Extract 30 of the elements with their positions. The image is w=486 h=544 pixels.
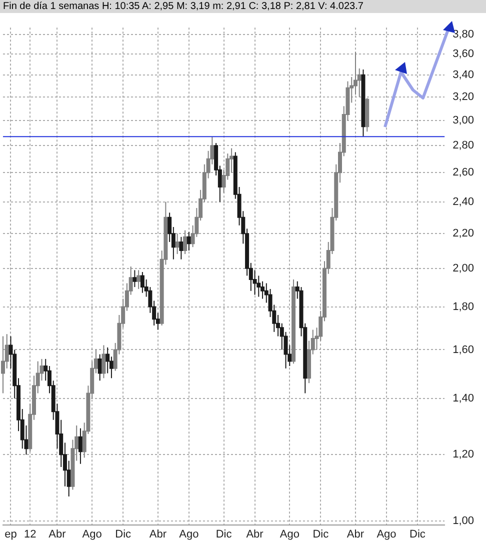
x-tick-label: Dic xyxy=(216,528,232,540)
x-tick-label: 12 xyxy=(24,528,36,540)
y-tick-label: 3,20 xyxy=(452,90,474,103)
x-tick-label: Ago xyxy=(280,528,300,540)
x-tick-label: Ago xyxy=(376,528,396,540)
y-tick-label: 3,00 xyxy=(452,114,474,126)
y-tick-label: 3,40 xyxy=(452,68,474,81)
x-tick-label: Abr xyxy=(346,528,364,540)
y-tick-label: 1,40 xyxy=(452,392,474,404)
x-tick-label: Abr xyxy=(48,528,66,540)
y-tick-label: 3,80 xyxy=(452,28,474,40)
x-tick-label: Abr xyxy=(246,528,264,540)
y-tick-label: 2,20 xyxy=(452,228,474,240)
y-tick-label: 1,80 xyxy=(452,300,474,313)
chart-title: Fin de día 1 semanas H: 10:35 A: 2,95 M: 3,19 m: 2,91 C: 3,18 P: 2,81 V: 4.023.7 xyxy=(0,0,486,13)
x-tick-label: Dic xyxy=(115,528,132,540)
y-tick-label: 1,20 xyxy=(452,448,474,461)
y-tick-label: 1,60 xyxy=(452,344,474,356)
y-tick-label: 2,80 xyxy=(452,140,474,152)
x-tick-label: Dic xyxy=(410,528,426,540)
x-tick-label: ep xyxy=(4,528,17,540)
y-tick-label: 1,00 xyxy=(452,515,474,528)
x-tick-label: Dic xyxy=(312,528,330,540)
x-tick-label: Ago xyxy=(82,528,102,540)
y-tick-label: 2,40 xyxy=(452,196,474,208)
y-tick-label: 3,60 xyxy=(452,48,474,60)
x-tick-label: Ago xyxy=(179,528,199,540)
y-tick-label: 2,60 xyxy=(452,166,474,179)
y-tick-label: 2,00 xyxy=(452,262,474,274)
x-tick-label: Abr xyxy=(149,528,167,540)
